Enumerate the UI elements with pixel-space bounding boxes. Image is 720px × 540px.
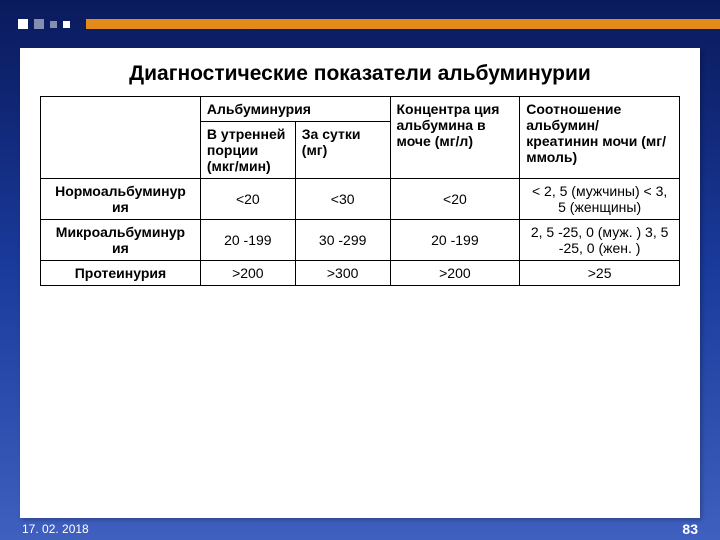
header-ratio: Соотношение альбумин/ креатинин мочи (мг… [520, 97, 680, 179]
cell-morning: 20 -199 [200, 220, 295, 261]
deco-strip [86, 19, 720, 29]
cell-daily: 30 -299 [295, 220, 390, 261]
slide-topbar [0, 0, 720, 48]
row-label: Протеинурия [41, 261, 201, 286]
slide-footer: 17. 02. 2018 83 [0, 518, 720, 540]
table-header-row: Альбуминурия Концентра ция альбумина в м… [41, 97, 680, 122]
deco-square [63, 21, 70, 28]
cell-ratio: 2, 5 -25, 0 (муж. ) 3, 5 -25, 0 (жен. ) [520, 220, 680, 261]
subheader-daily: За сутки (мг) [295, 122, 390, 179]
slide-card: Диагностические показатели альбуминурии … [20, 48, 700, 518]
row-label: Микроальбуминур ия [41, 220, 201, 261]
deco-square [34, 19, 44, 29]
slide-title: Диагностические показатели альбуминурии [20, 48, 700, 96]
diagnostic-table: Альбуминурия Концентра ция альбумина в м… [40, 96, 680, 286]
cell-daily: <30 [295, 179, 390, 220]
cell-morning: <20 [200, 179, 295, 220]
table-row: Протеинурия >200 >300 >200 >25 [41, 261, 680, 286]
subheader-morning: В утренней порции (мкг/мин) [200, 122, 295, 179]
footer-date: 17. 02. 2018 [22, 522, 89, 536]
cell-ratio: < 2, 5 (мужчины) < 3, 5 (женщины) [520, 179, 680, 220]
deco-square [18, 19, 28, 29]
header-concentration: Концентра ция альбумина в моче (мг/л) [390, 97, 520, 179]
row-label: Нормоальбуминур ия [41, 179, 201, 220]
table-row: Нормоальбуминур ия <20 <30 <20 < 2, 5 (м… [41, 179, 680, 220]
cell-conc: >200 [390, 261, 520, 286]
cell-conc: <20 [390, 179, 520, 220]
cell-conc: 20 -199 [390, 220, 520, 261]
footer-page-number: 83 [682, 521, 698, 537]
cell-ratio: >25 [520, 261, 680, 286]
deco-square [50, 21, 57, 28]
header-albuminuria: Альбуминурия [200, 97, 390, 122]
cell-daily: >300 [295, 261, 390, 286]
cell-morning: >200 [200, 261, 295, 286]
header-blank [41, 97, 201, 179]
table-row: Микроальбуминур ия 20 -199 30 -299 20 -1… [41, 220, 680, 261]
